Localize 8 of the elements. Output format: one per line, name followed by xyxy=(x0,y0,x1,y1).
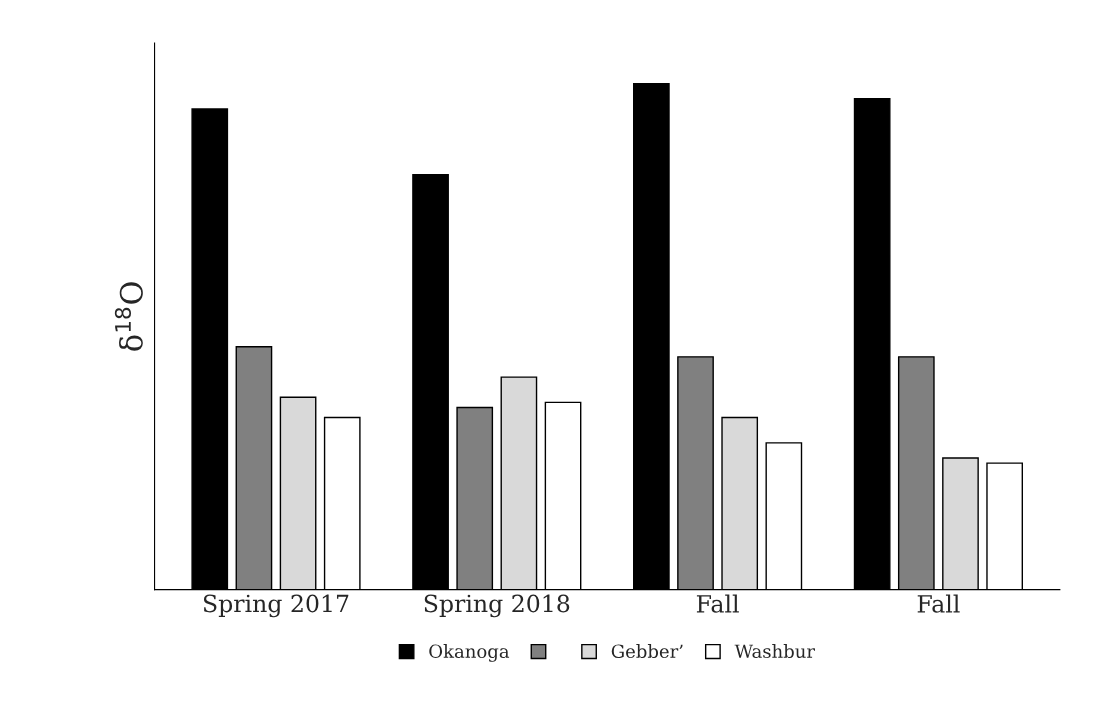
legend-label: Washbur xyxy=(734,644,816,659)
x-tick-label: Fall xyxy=(917,594,960,613)
legend-label: Okanoga xyxy=(429,644,510,662)
legend-label: Gebber’ xyxy=(611,644,683,659)
x-tick-label: Fall xyxy=(696,594,739,613)
y-axis-title: δ$^{18}$O xyxy=(114,282,143,351)
x-tick-label: Spring 2017 xyxy=(203,594,349,618)
x-tick-label: Spring 2018 xyxy=(424,594,570,618)
